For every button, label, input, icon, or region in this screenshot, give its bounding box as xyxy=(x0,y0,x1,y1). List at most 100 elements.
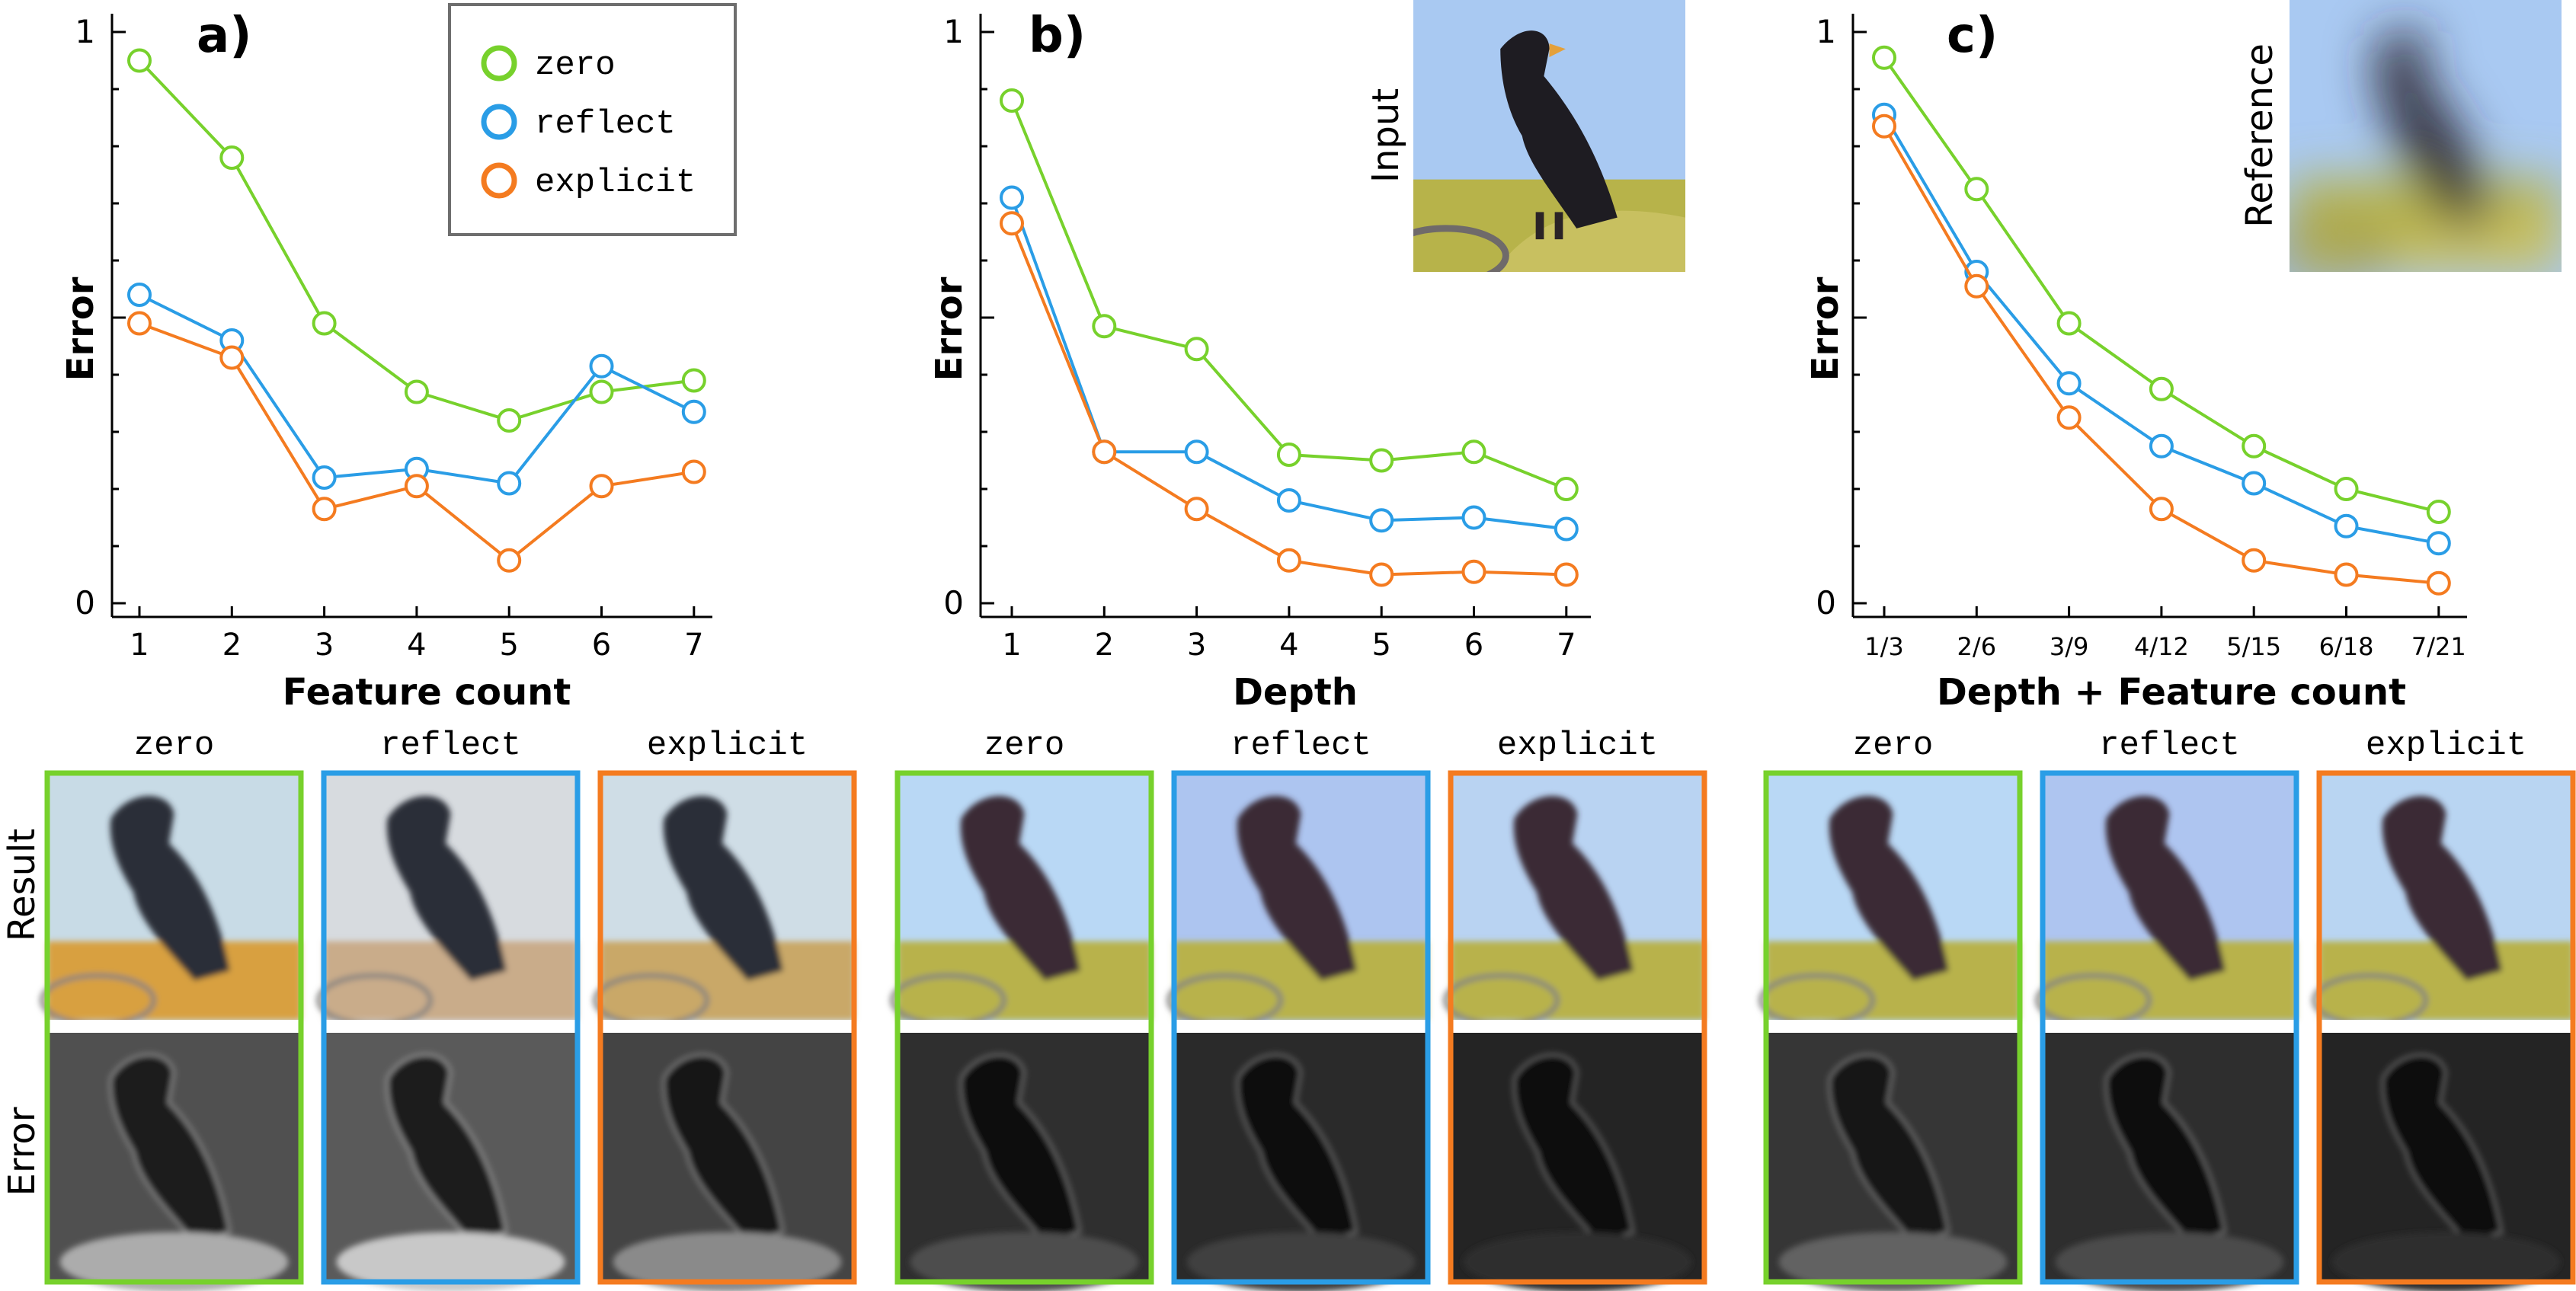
error-ground xyxy=(613,1232,842,1291)
data-point-explicit xyxy=(404,474,429,499)
thumb-column-label: zero xyxy=(1853,727,1934,765)
result-bird xyxy=(386,796,507,981)
data-point-explicit xyxy=(2242,548,2267,573)
thumb-column-label: explicit xyxy=(1497,727,1658,765)
x-tick-label: 7 xyxy=(684,628,703,663)
data-point-reflect xyxy=(2149,433,2174,459)
error-ground xyxy=(1186,1232,1416,1291)
result-bird xyxy=(1829,796,1949,981)
legend-label-zero: zero xyxy=(535,46,616,85)
x-tick-label: 4 xyxy=(1279,628,1298,663)
data-point-zero xyxy=(1461,439,1486,465)
error-bird xyxy=(1512,1053,1635,1244)
data-point-explicit xyxy=(1369,562,1394,587)
data-point-zero xyxy=(1276,443,1301,467)
plot-area-b: 0 1 1 2 3 4 5 6 7 xyxy=(943,13,1591,663)
x-axis-label-c: Depth + Feature count xyxy=(1937,671,2406,714)
thumb-frame-explicit xyxy=(597,770,857,1285)
x-tick-label: 4/12 xyxy=(2134,632,2189,661)
error-ground xyxy=(2331,1232,2561,1291)
data-point-explicit xyxy=(1092,439,1117,465)
y-tick-label: 1 xyxy=(1816,13,1836,50)
x-tick-label: 3 xyxy=(1187,628,1206,663)
chart-panel-b: b) Depth Error 0 1 1 2 3 4 5 6 7 Input xyxy=(928,0,1685,714)
thumb-column-label: reflect xyxy=(380,727,521,765)
error-image-content xyxy=(59,1053,289,1291)
data-point-reflect xyxy=(589,353,614,379)
x-tick-label: 2/6 xyxy=(1957,632,1997,661)
thumb-separator xyxy=(898,1020,1151,1033)
x-tick-label: 1 xyxy=(130,628,149,663)
thumb-frame-explicit xyxy=(2316,770,2576,1285)
data-point-zero xyxy=(1369,448,1394,473)
data-point-reflect xyxy=(312,465,337,490)
y-axis-label-b: Error xyxy=(928,276,971,381)
error-bird xyxy=(662,1053,785,1244)
result-bird xyxy=(1513,796,1634,981)
panel-label-b: b) xyxy=(1029,8,1086,64)
result-image-content xyxy=(1758,796,2020,1027)
row-label-error: Error xyxy=(1,1107,43,1196)
legend-marker-zero xyxy=(481,45,517,81)
data-point-explicit xyxy=(1276,548,1301,573)
data-point-explicit xyxy=(2056,405,2082,430)
error-bird xyxy=(1236,1053,1358,1244)
thumb-column-label: reflect xyxy=(2099,727,2240,765)
plot-area-c: 0 1 1/3 2/6 3/9 4/12 5/15 6/18 7/21 xyxy=(1816,13,2467,661)
x-tick-label: 5 xyxy=(499,628,518,663)
data-point-explicit xyxy=(1461,559,1486,584)
thumb-column-label: zero xyxy=(984,727,1065,765)
thumb-separator xyxy=(1451,1020,1704,1033)
data-point-explicit xyxy=(1872,113,1896,139)
data-point-zero xyxy=(1092,314,1117,339)
inset-label-input: Input xyxy=(1365,88,1407,183)
data-point-reflect xyxy=(1276,488,1301,513)
result-bird xyxy=(110,796,230,981)
thumb-frame-reflect xyxy=(321,770,581,1285)
row-label-result: Result xyxy=(1,829,43,941)
error-ground xyxy=(2055,1232,2284,1291)
x-tick-label: 1 xyxy=(1002,628,1021,663)
thumb-frame-explicit xyxy=(1448,770,1707,1285)
y-tick-label: 1 xyxy=(75,13,95,50)
data-point-explicit xyxy=(1184,497,1209,522)
result-image-content xyxy=(2035,796,2296,1027)
reference-image xyxy=(2290,0,2562,272)
error-image-content xyxy=(1463,1053,1692,1291)
result-bird xyxy=(960,796,1080,981)
error-bird xyxy=(386,1053,508,1244)
error-image-content xyxy=(613,1053,842,1291)
data-point-zero xyxy=(1872,45,1896,70)
thumb-frame-zero xyxy=(44,770,304,1285)
thumb-frame-zero xyxy=(894,770,1154,1285)
result-image-content xyxy=(890,796,1151,1027)
data-point-zero xyxy=(1964,177,1989,202)
data-point-zero xyxy=(2149,376,2174,401)
error-image-content xyxy=(1186,1053,1416,1291)
error-bird xyxy=(2381,1053,2504,1244)
data-point-reflect xyxy=(1461,505,1486,530)
thumb-column-label: zero xyxy=(134,727,215,765)
thumb-separator xyxy=(600,1020,854,1033)
data-point-explicit xyxy=(1964,273,1989,299)
x-tick-label: 1/3 xyxy=(1864,632,1904,661)
plot-area-a: 011 2 3 4 5 6 7 xyxy=(75,13,712,663)
chart-panel-c: c) Depth + Feature count Error 0 1 1/3 2/6 3… xyxy=(1804,0,2562,714)
data-point-explicit xyxy=(1554,562,1579,587)
result-bird xyxy=(663,796,783,981)
data-point-zero xyxy=(589,379,614,404)
error-image-content xyxy=(910,1053,1139,1291)
data-point-reflect xyxy=(1369,508,1394,533)
error-bird xyxy=(2104,1053,2227,1244)
error-bird xyxy=(959,1053,1082,1244)
error-ground xyxy=(1463,1232,1692,1291)
error-ground xyxy=(1778,1232,2008,1291)
legend: zero reflect explicit xyxy=(448,3,737,236)
error-image-content xyxy=(2331,1053,2561,1291)
data-point-reflect xyxy=(127,283,152,307)
result-bird xyxy=(1237,796,1357,981)
x-tick-label: 7 xyxy=(1557,628,1576,663)
chart-panel-a: a) Feature count Error 011 2 3 4 5 6 7 zero re… xyxy=(59,3,737,714)
error-ground xyxy=(336,1232,565,1291)
legend-marker-explicit xyxy=(481,162,517,199)
